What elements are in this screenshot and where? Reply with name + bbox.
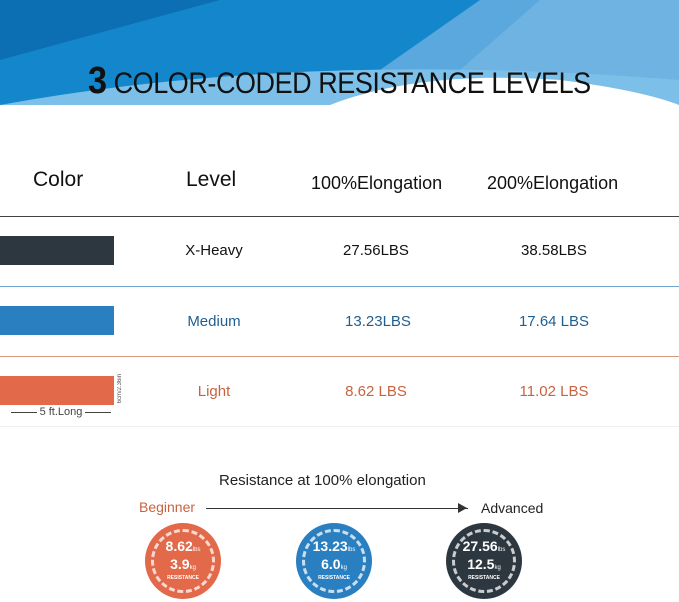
divider (0, 356, 679, 357)
color-swatch-light (0, 376, 114, 405)
header-200: 200%Elongation (487, 173, 619, 193)
color-swatch-medium (0, 306, 114, 335)
lbs-value: 13.23 (312, 538, 348, 554)
kg-value: 12.5 (467, 556, 495, 572)
e100-medium: 13.23LBS (345, 313, 411, 330)
gauge-ring (452, 529, 516, 593)
lbs-unit: lbs (347, 547, 356, 553)
header-color: Color (33, 168, 84, 191)
resistance-circle-light: 8.62lbs 3.9kg RESISTANCE (145, 523, 221, 599)
kg-unit: kg (340, 565, 347, 571)
kg-value: 3.9 (170, 556, 190, 572)
lbs-unit: lbs (192, 547, 201, 553)
divider (0, 426, 679, 427)
header-100: 100%Elongation (311, 173, 443, 193)
arrow-left (10, 411, 37, 413)
resistance-label: RESISTANCE (318, 575, 350, 581)
divider (0, 216, 679, 217)
resistance-circle-xheavy: 27.56lbs 12.5kg RESISTANCE (446, 523, 522, 599)
header-level: Level (186, 168, 237, 191)
resistance-circle-medium: 13.23lbs 6.0kg RESISTANCE (296, 523, 372, 599)
lbs-value: 27.56 (462, 538, 498, 554)
lbs-value: 8.62 (165, 538, 193, 554)
kg-unit: kg (494, 565, 501, 571)
e200-xheavy: 38.58LBS (521, 242, 587, 259)
kg-value: 6.0 (321, 556, 341, 572)
resistance-label: RESISTANCE (468, 575, 500, 581)
header-banner: 3 COLOR-CODED RESISTANCE LEVELS (0, 0, 679, 105)
width-label: 6cm/2.36in (117, 374, 123, 404)
length-label: 5 ft.Long (8, 406, 114, 418)
level-medium: Medium (187, 313, 241, 330)
page-title: 3 COLOR-CODED RESISTANCE LEVELS (88, 60, 591, 103)
e100-light: 8.62 LBS (345, 383, 407, 400)
color-swatch-xheavy (0, 236, 114, 265)
scale-arrow (206, 508, 468, 509)
scale-start: Beginner (139, 499, 196, 515)
gauge-ring (302, 529, 366, 593)
gauge-ring (151, 529, 215, 593)
e200-light: 11.02 LBS (519, 383, 589, 400)
length-text: 5 ft.Long (39, 406, 83, 418)
arrowhead-icon (458, 503, 467, 513)
scale-title: Resistance at 100% elongation (219, 472, 426, 489)
lbs-unit: lbs (497, 547, 506, 553)
kg-unit: kg (189, 565, 196, 571)
title-text: COLOR-CODED RESISTANCE LEVELS (113, 67, 592, 100)
arrow-right (85, 411, 112, 413)
level-light: Light (197, 383, 231, 400)
scale-end: Advanced (481, 500, 544, 516)
banner-background (0, 0, 679, 105)
title-number: 3 (88, 60, 107, 102)
e100-xheavy: 27.56LBS (343, 242, 409, 259)
level-xheavy: X-Heavy (185, 242, 243, 259)
resistance-label: RESISTANCE (167, 575, 199, 581)
divider (0, 286, 679, 287)
e200-medium: 17.64 LBS (518, 313, 590, 330)
